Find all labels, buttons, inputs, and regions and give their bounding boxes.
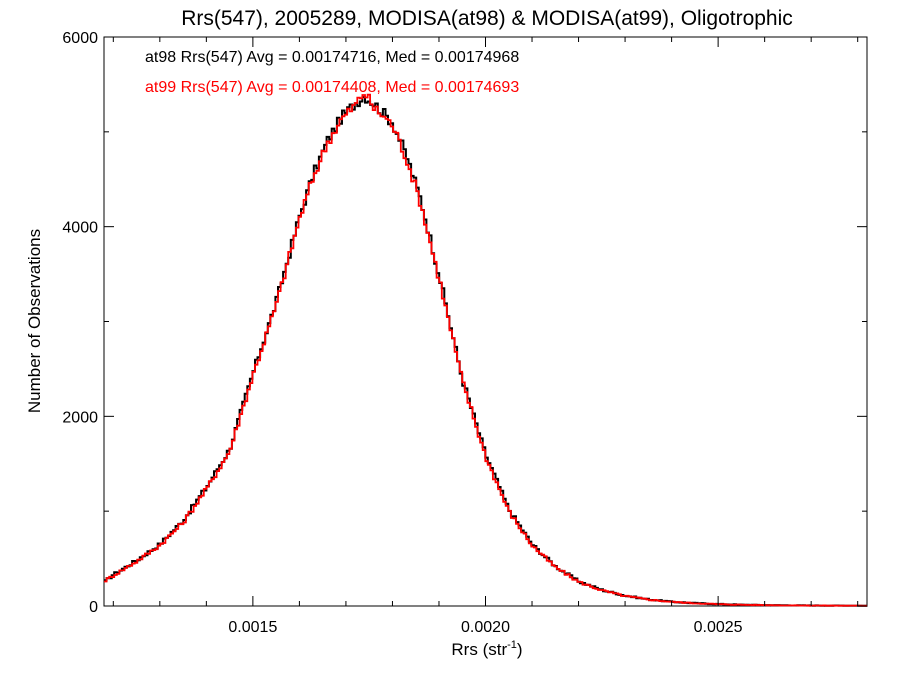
plot-frame [103,36,868,607]
x-axis-label: Rrs (str-1) [451,639,522,659]
y-axis-label: Number of Observations [25,229,44,413]
annotation-at99: at99 Rrs(547) Avg = 0.00174408, Med = 0.… [145,79,519,96]
annotation-at98: at98 Rrs(547) Avg = 0.00174716, Med = 0.… [145,49,519,66]
y-tick-label: 2000 [62,409,98,426]
y-tick-label: 0 [89,599,98,616]
plot-curves [104,93,868,607]
x-tick-label: 0.0020 [461,619,510,636]
x-tick-label: 0.0015 [228,619,277,636]
y-tick-labels: 0 2000 4000 6000 [62,30,98,616]
x-tick-labels: 0.0015 0.0020 0.0025 [228,619,742,636]
x-tick-label: 0.0025 [694,619,743,636]
series-at99-line [104,93,867,607]
x-axis-label-close: ) [517,640,523,659]
series-at98-line [104,96,868,607]
y-tick-label: 6000 [62,30,98,47]
x-axis-label-main: Rrs (str [451,640,507,659]
y-tick-label: 4000 [62,220,98,237]
chart-title: Rrs(547), 2005289, MODISA(at98) & MODISA… [181,7,793,30]
axis-ticks [104,36,867,607]
x-axis-label-superscript: -1 [507,639,517,651]
